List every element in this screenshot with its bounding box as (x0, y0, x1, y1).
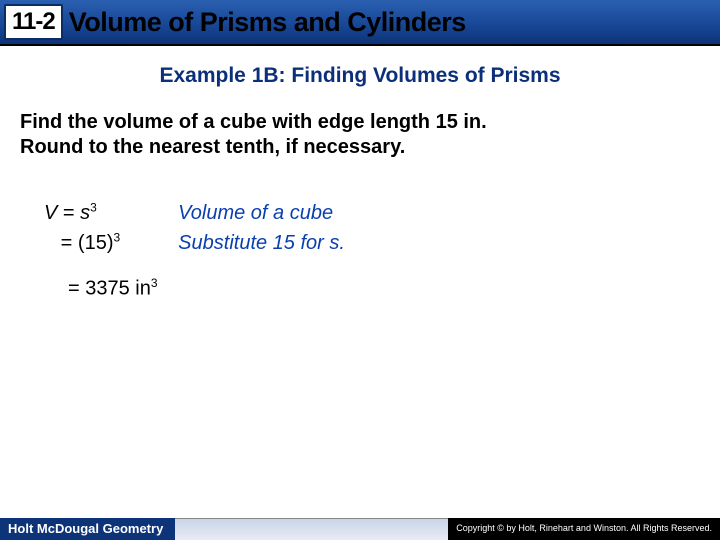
result-value: = 3375 in (68, 278, 151, 300)
explanation-line-2: Substitute 15 for s. (178, 228, 345, 258)
problem-line-1: Find the volume of a cube with edge leng… (20, 111, 487, 133)
lesson-title: Volume of Prisms and Cylinders (69, 7, 466, 38)
substitution-text: = (15) (44, 232, 113, 254)
example-title: Example 1B: Finding Volumes of Prisms (0, 64, 720, 88)
exponent-3: 3 (90, 200, 97, 214)
equals-sign: = (57, 202, 80, 224)
worked-solution: V = s3 = (15)3 Volume of a cube Substitu… (44, 198, 720, 258)
exponent-3: 3 (113, 230, 120, 244)
equation-line-2: = (15)3 (44, 228, 120, 258)
problem-statement: Find the volume of a cube with edge leng… (20, 110, 700, 160)
problem-line-2: Round to the nearest tenth, if necessary… (20, 136, 405, 158)
header-bar: 11-2 Volume of Prisms and Cylinders (0, 0, 720, 46)
footer-copyright: Copyright © by Holt, Rinehart and Winsto… (448, 518, 720, 540)
footer-spacer (175, 518, 448, 540)
footer-bar: Holt McDougal Geometry Copyright © by Ho… (0, 518, 720, 540)
variable-V: V (44, 202, 57, 224)
result-line: = 3375 in3 (68, 276, 720, 301)
footer-brand: Holt McDougal Geometry (0, 518, 175, 540)
explanation-column: Volume of a cube Substitute 15 for s. (178, 198, 345, 258)
exponent-3: 3 (151, 276, 158, 290)
explanation-line-1: Volume of a cube (178, 198, 345, 228)
equation-line-1: V = s3 (44, 198, 120, 228)
lesson-number-badge: 11-2 (4, 4, 63, 40)
equation-column: V = s3 = (15)3 (44, 198, 120, 258)
variable-s: s (80, 202, 90, 224)
